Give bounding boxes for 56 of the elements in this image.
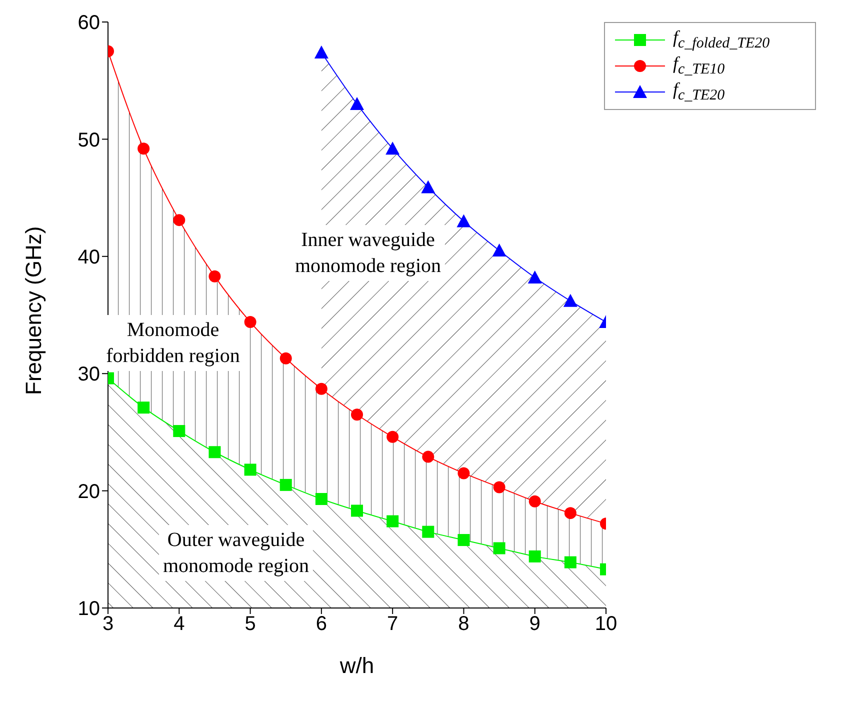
point (351, 504, 363, 517)
point (528, 550, 541, 562)
point (386, 430, 399, 443)
point (456, 214, 471, 228)
point (208, 446, 221, 458)
y-tick-label: 20 (78, 480, 100, 503)
x-tick-label: 6 (316, 613, 327, 636)
point (528, 495, 541, 508)
point (138, 402, 150, 414)
point (386, 515, 399, 528)
y-tick-label: 10 (78, 598, 100, 620)
point (173, 214, 186, 226)
point (421, 180, 436, 194)
x-tick-label: 8 (458, 613, 470, 636)
y-tick-label: 30 (78, 364, 100, 386)
annotation: Outer waveguide monomode region (158, 525, 314, 581)
y-axis-title: Frequency (GHz) (20, 226, 46, 395)
point (244, 464, 256, 476)
point (208, 270, 221, 282)
point (422, 450, 434, 463)
point (315, 493, 328, 506)
point (386, 142, 400, 155)
point (458, 534, 470, 546)
legend-label: f$_{c_folded_TE20}$ (673, 27, 770, 52)
x-tick-label: 3 (102, 613, 114, 636)
point (563, 294, 578, 307)
point (280, 478, 292, 491)
x-axis-title: w/h (338, 653, 374, 678)
point (492, 244, 506, 257)
y-tick-label: 50 (78, 129, 100, 152)
x-tick-label: 7 (387, 613, 398, 636)
point (244, 316, 256, 328)
point (314, 45, 328, 58)
point (528, 270, 542, 284)
x-tick-label: 10 (594, 613, 618, 636)
point (280, 352, 292, 364)
x-tick-label: 4 (174, 613, 185, 636)
y-tick-label: 40 (78, 246, 100, 268)
x-tick-label: 9 (529, 613, 540, 636)
point (315, 382, 328, 395)
point (493, 542, 506, 554)
x-tick-label: 5 (244, 613, 256, 636)
point (564, 507, 576, 520)
annotation: Monomode forbidden region (102, 315, 244, 371)
point (458, 467, 470, 480)
legend-label: f$_{c_TE20}$ (673, 79, 725, 104)
point (493, 481, 506, 494)
point (351, 408, 363, 421)
point (350, 97, 364, 110)
legend-label: f$_{c_TE10}$ (673, 53, 725, 78)
point (564, 556, 576, 568)
point (138, 142, 150, 155)
y-tick-label: 60 (78, 12, 100, 34)
annotation: Inner waveguide monomode region (290, 225, 446, 281)
point (422, 526, 434, 538)
point (173, 425, 186, 438)
